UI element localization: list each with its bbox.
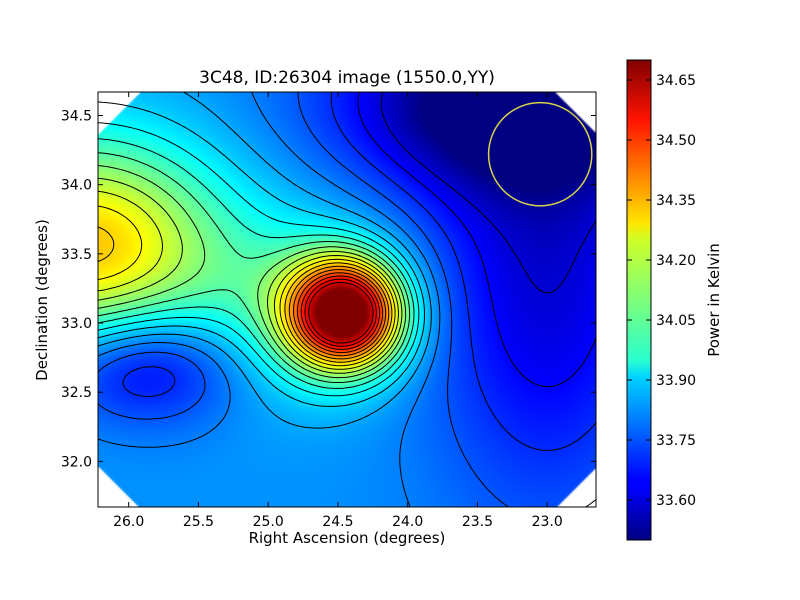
- contour-line: [98, 122, 420, 397]
- colorbar-tick-label: 33.75: [656, 433, 696, 449]
- colorbar-tick-label: 34.50: [656, 133, 696, 149]
- contour-line: [304, 278, 377, 347]
- y-tick-label: 32.5: [61, 385, 92, 401]
- x-axis-ticks: 26.0 25.5 25.0 24.5 24.0 23.5 23.0: [113, 92, 563, 530]
- colorbar-tick-label: 33.60: [656, 493, 696, 509]
- contour-line: [98, 177, 403, 374]
- contour-line: [98, 226, 393, 363]
- colorbar-tick-label: 34.35: [656, 193, 696, 209]
- y-axis-label: Declination (degrees): [33, 219, 51, 381]
- contour-lines: [98, 92, 596, 507]
- contour-line: [380, 92, 596, 294]
- contour-line: [300, 275, 381, 350]
- x-tick-label: 24.0: [392, 514, 423, 530]
- contour-line: [98, 138, 415, 389]
- contour-line: [98, 165, 407, 379]
- x-axis-label: Right Ascension (degrees): [249, 529, 446, 547]
- contour-line: [293, 269, 387, 357]
- colorbar-gradient: [626, 59, 652, 541]
- chart-title: 3C48, ID:26304 image (1550.0,YY): [199, 68, 495, 88]
- colorbar: 33.60 33.75 33.90 34.05 34.20 34.35 34.50 34.65…: [626, 59, 723, 541]
- contour-line: [98, 152, 411, 383]
- x-tick-label: 24.5: [322, 514, 353, 530]
- x-tick-label: 26.0: [113, 514, 144, 530]
- y-tick-label: 32.0: [61, 454, 92, 470]
- contour-line: [122, 92, 596, 451]
- contour-line: [98, 190, 399, 370]
- y-tick-label: 33.5: [61, 247, 92, 263]
- contour-line: [308, 282, 374, 344]
- contour-line: [98, 101, 425, 407]
- colorbar-ticks: 33.60 33.75 33.90 34.05 34.20 34.35 34.50 34.65: [627, 73, 696, 509]
- x-tick-label: 25.5: [183, 514, 214, 530]
- colorbar-tick-label: 34.05: [656, 313, 696, 329]
- beam-circle: [487, 101, 593, 207]
- contour-line: [98, 205, 396, 367]
- y-axis-ticks: 32.0 32.5 33.0 33.5 34.0 34.5: [61, 109, 596, 470]
- contour-line: [296, 272, 384, 354]
- x-tick-label: 25.0: [253, 514, 284, 530]
- x-tick-label: 23.0: [532, 514, 563, 530]
- contour-line: [98, 92, 596, 507]
- y-tick-label: 34.0: [61, 178, 92, 194]
- colorbar-label: Power in Kelvin: [705, 243, 723, 357]
- contour-line: [288, 265, 390, 360]
- heatmap-image: [98, 92, 596, 507]
- colorbar-tick-label: 34.65: [656, 73, 696, 89]
- colorbar-tick-label: 33.90: [656, 373, 696, 389]
- contour-line: [98, 92, 432, 429]
- plot-area: [98, 92, 596, 507]
- contour-line: [357, 92, 596, 388]
- x-tick-label: 23.5: [462, 514, 493, 530]
- y-tick-label: 34.5: [61, 109, 92, 125]
- colorbar-tick-label: 34.20: [656, 253, 696, 269]
- contour-line: [98, 92, 441, 507]
- plot-frame: [97, 91, 597, 508]
- y-tick-label: 33.0: [61, 316, 92, 332]
